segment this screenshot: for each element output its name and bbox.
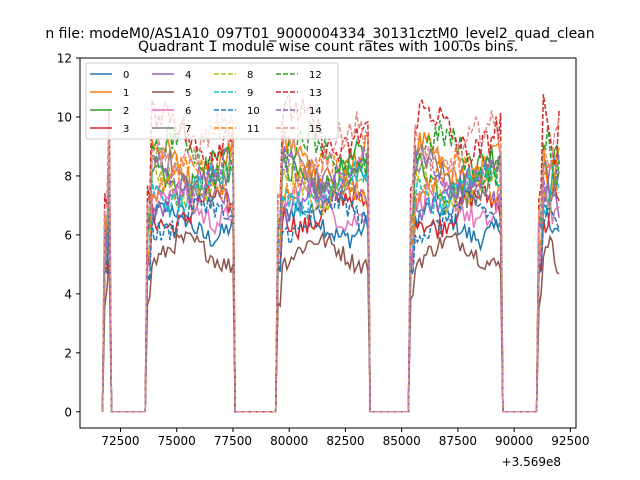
legend-frame: [85, 62, 339, 140]
y-tick-label: 10: [57, 110, 72, 124]
series-line-5: [101, 230, 560, 413]
x-tick-label: 72500: [101, 434, 139, 448]
series-layer: [101, 93, 560, 413]
legend-label-0: 0: [123, 70, 129, 81]
series-line-6: [101, 173, 560, 413]
legend-label-9: 9: [247, 88, 253, 99]
legend-label-13: 13: [309, 88, 322, 99]
legend-label-1: 1: [123, 88, 129, 99]
plot-frame: [79, 57, 577, 429]
x-tick-label: 75000: [158, 434, 196, 448]
x-tick-label: 87500: [439, 434, 477, 448]
chart-title: Quadrant 1 module wise count rates with …: [138, 39, 518, 55]
legend-label-3: 3: [123, 124, 129, 135]
chart-suptitle: n file: modeM0/AS1A10_097T01_9000004334_…: [45, 26, 594, 42]
legend-label-11: 11: [247, 124, 260, 135]
series-line-10: [101, 189, 560, 413]
y-tick-label: 0: [64, 405, 72, 419]
x-tick-label: 92500: [551, 434, 589, 448]
x-axis: 72500 75000 77500 80000 82500 85000 87500 90000…: [101, 428, 589, 448]
series-line-9: [101, 157, 560, 413]
y-tick-label: 4: [64, 287, 72, 301]
y-tick-label: 2: [64, 346, 72, 360]
legend-label-15: 15: [309, 124, 322, 135]
y-axis: 0 2 4 6 8 10 12: [57, 52, 80, 419]
x-tick-label: 82500: [326, 434, 364, 448]
legend-label-14: 14: [309, 106, 322, 117]
series-line-11: [101, 146, 560, 413]
legend-label-6: 6: [185, 106, 191, 117]
legend-label-12: 12: [309, 70, 322, 81]
x-tick-label: 77500: [214, 434, 252, 448]
legend-label-4: 4: [185, 70, 191, 81]
x-offset-label: +3.569e8: [502, 455, 561, 469]
x-tick-label: 80000: [270, 434, 308, 448]
legend-label-10: 10: [247, 106, 260, 117]
legend-label-7: 7: [185, 124, 191, 135]
x-tick-label: 90000: [495, 434, 533, 448]
legend-label-2: 2: [123, 106, 129, 117]
y-tick-label: 12: [57, 52, 72, 66]
series-line-0: [101, 194, 560, 413]
x-tick-label: 85000: [383, 434, 421, 448]
legend-label-8: 8: [247, 70, 253, 81]
y-tick-label: 6: [64, 228, 72, 242]
legend-label-5: 5: [185, 88, 191, 99]
series-line-14: [101, 144, 560, 413]
series-line-15: [101, 110, 560, 413]
y-tick-label: 8: [64, 169, 72, 183]
